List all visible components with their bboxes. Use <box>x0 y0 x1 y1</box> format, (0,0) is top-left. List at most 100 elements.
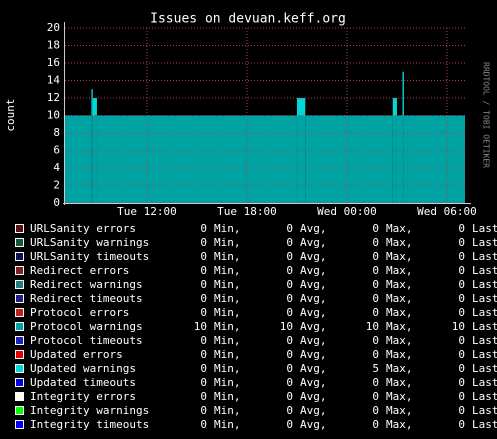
legend-swatch <box>15 224 24 233</box>
stat-value: 0 <box>200 306 207 319</box>
stat-value: 0 <box>372 334 379 347</box>
stat-label: Avg, <box>300 320 327 333</box>
area-segment <box>392 98 397 116</box>
stat-label: Max, <box>386 404 413 417</box>
stat-value: 0 <box>286 362 293 375</box>
stat-value: 0 <box>458 418 465 431</box>
stat-value: 0 <box>200 292 207 305</box>
stat-label: Last <box>472 390 497 403</box>
stat-value: 10 <box>366 320 379 333</box>
stat-value: 0 <box>458 348 465 361</box>
area-segment <box>96 115 297 203</box>
stat-value: 0 <box>372 264 379 277</box>
stat-value: 0 <box>286 264 293 277</box>
stat-value: 5 <box>372 362 379 375</box>
legend-label: Updated timeouts <box>30 376 136 389</box>
stat-label: Max, <box>386 362 413 375</box>
stat-value: 0 <box>286 348 293 361</box>
y-tick-label: 16 <box>47 56 60 69</box>
stat-value: 0 <box>458 250 465 263</box>
chart-title: Issues on devuan.keff.org <box>150 12 346 27</box>
watermark: RRDTOOL / TOBI OETIKER <box>482 62 491 168</box>
stat-label: Last <box>472 222 497 235</box>
stat-label: Last <box>472 334 497 347</box>
stat-label: Avg, <box>300 278 327 291</box>
stat-label: Last <box>472 418 497 431</box>
legend-swatch <box>15 322 24 331</box>
legend-swatch <box>15 378 24 387</box>
stat-value: 0 <box>200 390 207 403</box>
stat-value: 0 <box>286 222 293 235</box>
area-segment <box>403 115 465 203</box>
stat-label: Max, <box>386 222 413 235</box>
area-segment <box>91 89 93 116</box>
legend-label: URLSanity errors <box>30 222 136 235</box>
legend-label: Updated errors <box>30 348 123 361</box>
stat-label: Min, <box>214 362 241 375</box>
stat-label: Avg, <box>300 404 327 417</box>
stat-label: Min, <box>214 292 241 305</box>
stat-label: Avg, <box>300 222 327 235</box>
x-tick-label: Wed 06:00 <box>417 205 477 218</box>
stat-label: Last <box>472 348 497 361</box>
area-segment <box>296 98 306 116</box>
legend-label: URLSanity timeouts <box>30 250 149 263</box>
area-segment <box>92 98 97 116</box>
legend-swatch <box>15 280 24 289</box>
stat-value: 0 <box>372 236 379 249</box>
stat-value: 0 <box>200 348 207 361</box>
stat-label: Min, <box>214 306 241 319</box>
legend-swatch <box>15 392 24 401</box>
stat-label: Avg, <box>300 292 327 305</box>
y-tick-label: 6 <box>53 144 60 157</box>
stat-label: Min, <box>214 320 241 333</box>
area-segment <box>402 71 404 116</box>
stat-value: 0 <box>200 362 207 375</box>
stat-value: 0 <box>458 390 465 403</box>
x-tick-label: Tue 12:00 <box>117 205 177 218</box>
stat-value: 0 <box>286 306 293 319</box>
stat-label: Max, <box>386 348 413 361</box>
stat-label: Avg, <box>300 250 327 263</box>
stat-value: 0 <box>372 390 379 403</box>
stat-label: Avg, <box>300 348 327 361</box>
legend-swatch <box>15 252 24 261</box>
y-tick-label: 4 <box>53 161 60 174</box>
legend-label: URLSanity warnings <box>30 236 149 249</box>
legend-label: Integrity timeouts <box>30 418 149 431</box>
stat-value: 0 <box>458 222 465 235</box>
area-segment <box>296 115 306 203</box>
stat-value: 10 <box>194 320 207 333</box>
stat-label: Avg, <box>300 390 327 403</box>
y-tick-label: 12 <box>47 91 60 104</box>
legend-label: Protocol warnings <box>30 320 143 333</box>
stat-label: Max, <box>386 306 413 319</box>
stat-label: Avg, <box>300 236 327 249</box>
stat-label: Min, <box>214 376 241 389</box>
stat-value: 0 <box>286 376 293 389</box>
stat-label: Max, <box>386 236 413 249</box>
stat-value: 0 <box>458 264 465 277</box>
stat-value: 10 <box>280 320 293 333</box>
legend-swatch <box>15 336 24 345</box>
stat-label: Max, <box>386 376 413 389</box>
stat-label: Avg, <box>300 362 327 375</box>
stat-value: 0 <box>372 404 379 417</box>
stat-value: 0 <box>200 236 207 249</box>
stat-label: Max, <box>386 278 413 291</box>
legend-swatch <box>15 350 24 359</box>
stat-label: Max, <box>386 264 413 277</box>
stat-label: Min, <box>214 334 241 347</box>
stat-value: 0 <box>286 418 293 431</box>
y-axis-label: count <box>4 98 17 131</box>
stat-label: Min, <box>214 264 241 277</box>
stat-label: Min, <box>214 278 241 291</box>
stat-value: 0 <box>372 418 379 431</box>
stat-value: 0 <box>286 334 293 347</box>
legend-swatch <box>15 266 24 275</box>
stat-label: Min, <box>214 236 241 249</box>
area-segment <box>92 115 97 203</box>
stat-value: 0 <box>200 264 207 277</box>
stat-value: 0 <box>458 376 465 389</box>
